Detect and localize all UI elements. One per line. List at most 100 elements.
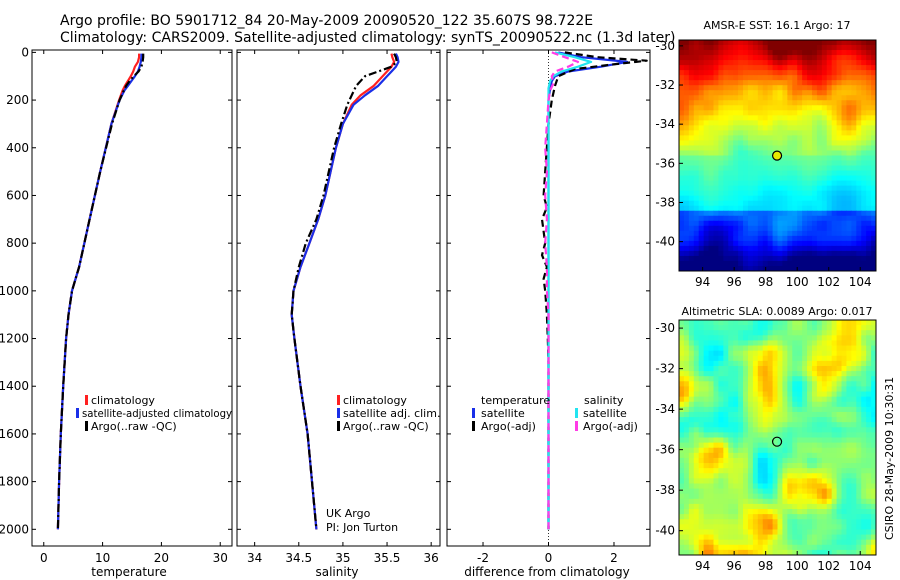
heatmap-cell <box>723 265 729 271</box>
heatmap-cell <box>826 376 833 382</box>
heatmap-cell <box>752 115 759 121</box>
heatmap-cell <box>866 371 872 377</box>
heatmap-cell <box>807 391 813 398</box>
heatmap-cell <box>831 220 838 227</box>
heatmap-cell <box>683 65 690 71</box>
heatmap-cell <box>802 50 808 56</box>
heatmap-cell <box>757 534 764 541</box>
heatmap-cell <box>733 225 739 232</box>
heatmap-cell <box>787 509 793 515</box>
heatmap-cell <box>767 250 774 257</box>
heatmap-cell <box>797 437 803 444</box>
heatmap-cell <box>841 427 848 433</box>
heatmap-cell <box>787 160 793 167</box>
heatmap-cell <box>856 215 862 222</box>
heatmap-cell <box>846 90 852 96</box>
heatmap-cell <box>767 205 774 212</box>
heatmap-cell <box>777 140 784 147</box>
heatmap-cell <box>703 381 710 388</box>
heatmap-cell <box>792 235 798 242</box>
heatmap-cell <box>767 230 774 237</box>
heatmap-cell <box>738 255 744 262</box>
heatmap-cell <box>718 260 724 267</box>
legend-swatch-satellite <box>76 408 79 418</box>
heatmap-cell <box>713 230 719 237</box>
heatmap-cell <box>871 437 876 444</box>
heatmap-cell <box>811 350 818 357</box>
heatmap-cell <box>802 529 808 536</box>
heatmap-cell <box>747 170 754 177</box>
heatmap-cell <box>752 365 759 372</box>
heatmap-cell <box>708 160 715 167</box>
heatmap-cell <box>831 524 838 531</box>
heatmap-cell <box>787 230 793 237</box>
heatmap-cell <box>871 447 876 454</box>
heatmap-cell <box>738 549 744 555</box>
heatmap-cell <box>693 190 700 197</box>
heatmap-cell <box>747 85 754 91</box>
heatmap-cell <box>743 70 749 76</box>
heatmap-cell <box>826 100 833 106</box>
heatmap-cell <box>861 155 867 162</box>
heatmap-cell <box>831 95 838 101</box>
heatmap-cell <box>797 457 803 464</box>
heatmap-cell <box>747 70 754 76</box>
heatmap-cell <box>762 411 769 418</box>
heatmap-cell <box>856 50 862 56</box>
heatmap-cell <box>831 335 838 342</box>
heatmap-cell <box>816 220 823 227</box>
heatmap-cell <box>836 422 843 428</box>
heatmap-cell <box>797 376 803 382</box>
heatmap-cell <box>811 210 818 217</box>
heatmap-cell <box>723 100 729 106</box>
heatmap-cell <box>821 360 828 367</box>
heatmap-cell <box>698 437 705 444</box>
heatmap-cell <box>718 210 724 217</box>
heatmap-cell <box>836 498 843 505</box>
heatmap-cell <box>767 360 774 367</box>
heatmap-cell <box>851 250 857 257</box>
heatmap-cell <box>772 60 779 66</box>
heatmap-cell <box>728 529 734 536</box>
heatmap-cell <box>846 488 852 495</box>
heatmap-cell <box>708 457 715 464</box>
heatmap-cell <box>811 110 818 116</box>
heatmap-cell <box>752 80 759 86</box>
heatmap-cell <box>708 180 715 187</box>
heatmap-cell <box>821 135 828 142</box>
heatmap-cell <box>782 210 788 217</box>
heatmap-cell <box>871 45 876 51</box>
heatmap-cell <box>807 478 813 485</box>
heatmap-cell <box>752 245 759 252</box>
heatmap-cell <box>851 350 857 357</box>
heatmap-cell <box>807 519 813 525</box>
heatmap-cell <box>752 170 759 177</box>
heatmap-cell <box>767 105 774 111</box>
heatmap-cell <box>767 365 774 372</box>
heatmap-cell <box>782 432 788 439</box>
heatmap-cell <box>713 110 719 116</box>
map-y-tick-label: -32 <box>655 78 675 92</box>
map-y-tick-label: -30 <box>655 321 675 335</box>
heatmap-cell <box>782 225 788 232</box>
heatmap-cell <box>782 215 788 222</box>
heatmap-cell <box>752 175 759 182</box>
heatmap-cell <box>866 345 872 352</box>
heatmap-cell <box>762 60 769 66</box>
heatmap-cell <box>772 488 779 495</box>
heatmap-cell <box>792 355 798 362</box>
heatmap-cell <box>688 230 695 237</box>
heatmap-cell <box>861 240 867 247</box>
heatmap-cell <box>683 422 690 428</box>
heatmap-cell <box>679 371 685 377</box>
heatmap-cell <box>723 427 729 433</box>
heatmap-cell <box>797 240 803 247</box>
heatmap-cell <box>846 447 852 454</box>
heatmap-cell <box>816 524 823 531</box>
heatmap-cell <box>708 493 715 500</box>
heatmap-cell <box>762 55 769 61</box>
heatmap-cell <box>698 170 705 177</box>
heatmap-cell <box>792 488 798 495</box>
heatmap-cell <box>782 391 788 398</box>
heatmap-cell <box>693 406 700 413</box>
